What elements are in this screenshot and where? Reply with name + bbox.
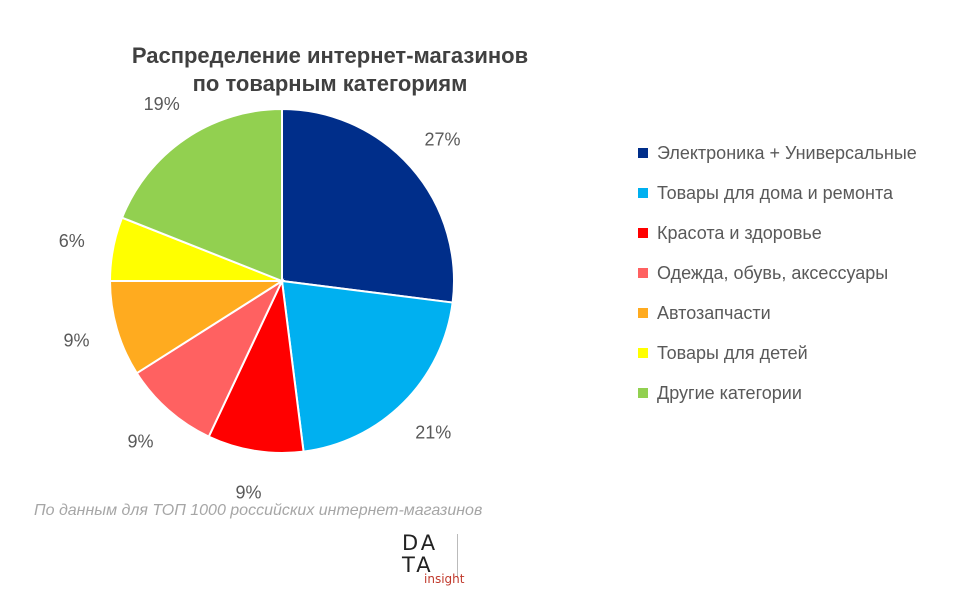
- logo-subtitle: insight: [424, 572, 465, 586]
- legend-swatch-2: [638, 228, 648, 238]
- data-insight-logo: DA TA insight: [402, 532, 482, 588]
- pie-slice-labels: 27% 21% 9% 9% 9% 6% 19%: [59, 94, 461, 502]
- legend-label-0: Электроника + Универсальные: [657, 142, 917, 163]
- legend-item-1: Товары для дома и ремонта: [638, 173, 917, 213]
- logo-line-1: DA: [402, 531, 439, 555]
- pie-slice-label-0: 27%: [424, 130, 460, 150]
- legend-label-1: Товары для дома и ремонта: [657, 182, 894, 203]
- pie-slice-3: [135, 278, 285, 438]
- legend-item-6: Другие категории: [638, 373, 917, 413]
- pie-slice-label-1: 21%: [415, 422, 451, 442]
- legend-item-2: Красота и здоровье: [638, 213, 917, 253]
- chart-legend: Электроника + Универсальные Товары для до…: [638, 133, 917, 413]
- legend-swatch-0: [638, 148, 648, 158]
- pie-slice-label-4: 9%: [63, 331, 89, 351]
- legend-label-2: Красота и здоровье: [657, 222, 822, 243]
- pie-slices: [108, 107, 455, 454]
- pie-slice-label-6: 19%: [144, 94, 180, 114]
- pie-slice-6: [120, 107, 283, 283]
- legend-swatch-4: [638, 308, 648, 318]
- logo-divider: [457, 534, 458, 578]
- legend-swatch-5: [638, 348, 648, 358]
- chart-title-line-2: по товарным категориям: [192, 71, 468, 96]
- legend-item-4: Автозапчасти: [638, 293, 917, 333]
- pie-slice-4: [108, 280, 286, 375]
- legend-item-0: Электроника + Универсальные: [638, 133, 917, 173]
- legend-label-6: Другие категории: [657, 382, 802, 403]
- pie-slice-label-5: 6%: [59, 231, 85, 251]
- legend-item-5: Товары для детей: [638, 333, 917, 373]
- pie-slice-0: [281, 107, 455, 304]
- pie-slice-label-3: 9%: [127, 432, 153, 452]
- legend-label-3: Одежда, обувь, аксессуары: [657, 262, 889, 283]
- legend-item-3: Одежда, обувь, аксессуары: [638, 253, 917, 293]
- legend-label-4: Автозапчасти: [657, 302, 771, 323]
- legend-label-5: Товары для детей: [657, 342, 808, 363]
- chart-title-line-1: Распределение интернет-магазинов: [131, 43, 529, 68]
- source-note: По данным для ТОП 1000 российских интерн…: [34, 502, 483, 519]
- legend-swatch-6: [638, 388, 648, 398]
- logo-line-2: TA: [402, 553, 434, 577]
- pie-slice-1: [280, 279, 454, 453]
- chart-title: Распределение интернет-магазинов по това…: [100, 42, 560, 98]
- legend-swatch-3: [638, 268, 648, 278]
- pie-slice-2: [207, 277, 305, 454]
- pie-slice-label-2: 9%: [235, 482, 261, 502]
- legend-swatch-1: [638, 188, 648, 198]
